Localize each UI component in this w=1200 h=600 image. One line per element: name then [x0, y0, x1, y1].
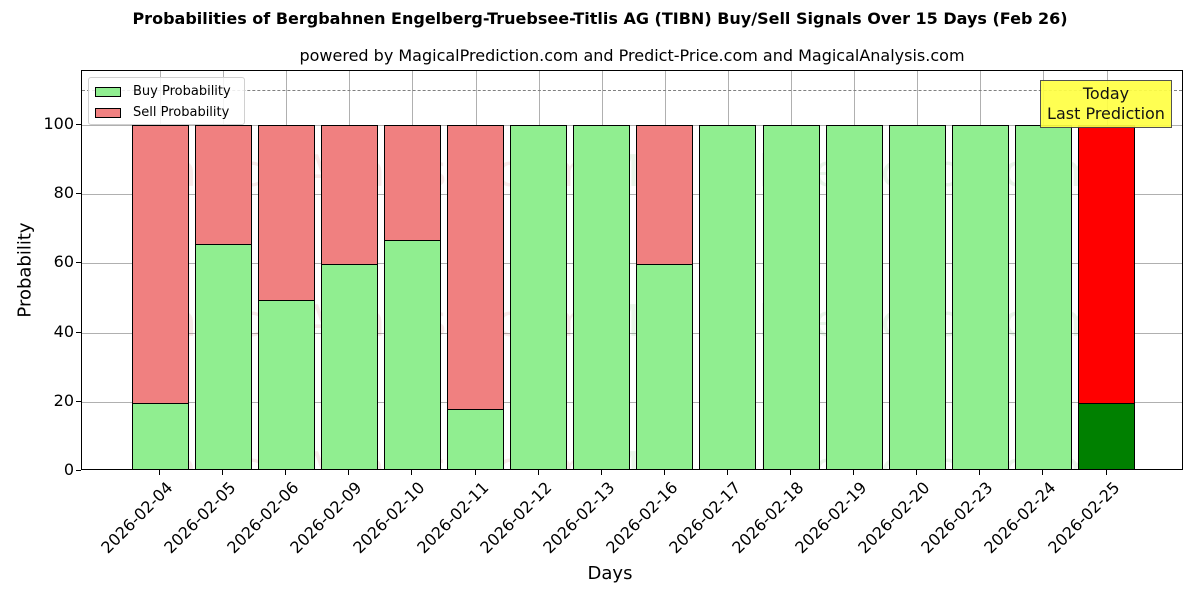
x-tick-mark — [537, 470, 539, 475]
buy-bar — [194, 243, 252, 469]
gridline-horizontal — [82, 332, 1182, 334]
y-tick-label: 0 — [63, 460, 74, 479]
y-tick-label: 100 — [43, 114, 74, 133]
y-tick-mark — [76, 331, 81, 333]
buy-bar — [825, 125, 883, 469]
x-tick-mark — [222, 470, 224, 475]
buy-swatch-icon — [95, 86, 121, 97]
legend-item-buy: Buy Probability — [95, 84, 231, 99]
sell-bar — [636, 125, 694, 266]
x-tick-mark — [348, 470, 350, 475]
sell-swatch-icon — [95, 107, 121, 118]
buy-bar — [888, 125, 946, 469]
today-annotation: Today Last Prediction — [1040, 80, 1172, 128]
buy-bar — [1078, 402, 1135, 469]
y-tick-mark — [76, 262, 81, 264]
y-tick-label: 80 — [53, 183, 74, 203]
buy-bar — [447, 409, 504, 469]
buy-bar — [383, 239, 441, 469]
buy-bar — [573, 125, 631, 469]
gridline-horizontal — [82, 194, 1182, 196]
buy-bar — [951, 125, 1009, 469]
buy-bar — [1014, 125, 1072, 469]
annotation-line-2: Last Prediction — [1047, 104, 1165, 123]
sell-bar — [383, 125, 441, 241]
buy-bar — [762, 125, 820, 469]
buy-bar — [636, 264, 694, 469]
gridline-horizontal — [82, 125, 1182, 126]
y-tick-label: 60 — [53, 252, 74, 272]
x-tick-mark — [1042, 470, 1044, 475]
buy-bar — [320, 263, 378, 469]
sell-bar — [194, 125, 252, 245]
x-tick-mark — [1105, 470, 1107, 475]
y-axis-label: Probability — [14, 222, 36, 318]
legend-sell-label: Sell Probability — [133, 105, 230, 120]
sell-bar — [257, 125, 315, 302]
sell-bar — [131, 125, 189, 404]
x-tick-mark — [916, 470, 918, 475]
legend-item-sell: Sell Probability — [95, 105, 229, 120]
y-tick-label: 20 — [53, 390, 74, 410]
y-tick-mark — [76, 193, 81, 195]
sell-bar — [320, 125, 378, 265]
buy-bar — [257, 300, 315, 469]
x-tick-mark — [663, 470, 665, 475]
annotation-line-1: Today — [1082, 84, 1130, 103]
plot-area: MagicalAnalysis.comMagicalPrediction.com… — [81, 70, 1183, 470]
chart-title: Probabilities of Bergbahnen Engelberg-Tr… — [132, 9, 1068, 28]
x-tick-mark — [790, 470, 791, 475]
legend-buy-label: Buy Probability — [133, 84, 231, 99]
sell-bar — [447, 125, 504, 411]
reference-line-dashed — [82, 90, 1182, 92]
buy-bar — [699, 125, 757, 469]
x-tick-mark — [726, 470, 728, 475]
x-tick-mark — [979, 470, 981, 475]
x-tick-mark — [285, 470, 287, 475]
x-tick-mark — [600, 470, 602, 475]
gridline-horizontal — [82, 263, 1182, 265]
chart-subtitle: powered by MagicalPrediction.com and Pre… — [299, 46, 965, 65]
y-tick-mark — [76, 400, 81, 402]
buy-bar — [131, 402, 189, 469]
x-axis-label: Days — [587, 563, 633, 584]
x-tick-mark — [853, 470, 855, 475]
y-tick-label: 40 — [53, 321, 74, 341]
legend: Buy Probability Sell Probability — [88, 77, 245, 125]
buy-bar — [510, 125, 568, 469]
gridline-horizontal — [82, 401, 1182, 403]
y-tick-mark — [76, 470, 81, 471]
x-tick-mark — [474, 470, 476, 475]
x-tick-mark — [159, 470, 160, 475]
sell-bar — [1078, 125, 1135, 404]
x-tick-mark — [411, 470, 413, 475]
y-tick-mark — [76, 124, 81, 125]
